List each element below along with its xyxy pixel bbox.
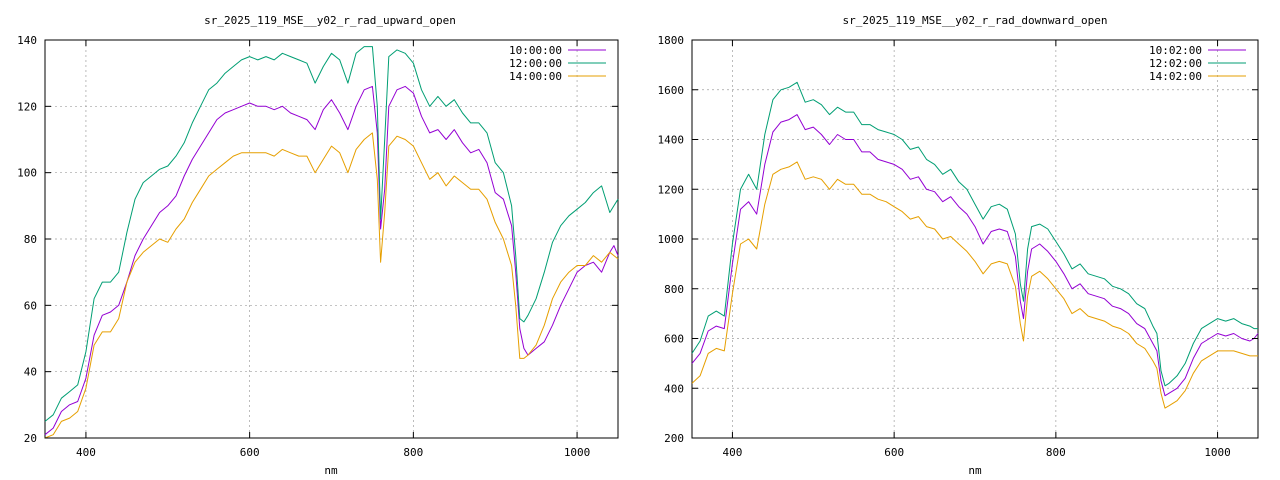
chart-upward: sr_2025_119_MSE__y02_r_rad_upward_open 2… [17,14,619,477]
y-tick-label: 1800 [658,34,685,47]
x-tick-label: 400 [722,446,742,459]
x-tick-label: 1000 [1204,446,1231,459]
y-tick-label: 1600 [658,84,685,97]
y-tick-label: 800 [664,283,684,296]
chart-title: sr_2025_119_MSE__y02_r_rad_upward_open [204,14,456,27]
y-tick-label: 120 [17,100,37,113]
series-line [44,46,619,422]
chart-title: sr_2025_119_MSE__y02_r_rad_downward_open [843,14,1108,27]
y-tick-label: 40 [24,366,37,379]
x-tick-label: 600 [884,446,904,459]
series-line [44,85,619,436]
y-tick-label: 400 [664,382,684,395]
y-tick-label: 600 [664,333,684,346]
legend-label: 10:00:00 [509,44,562,57]
series-line [44,132,619,439]
chart-downward: sr_2025_119_MSE__y02_r_rad_downward_open… [658,14,1259,477]
y-tick-label: 200 [664,432,684,445]
x-tick-label: 400 [76,446,96,459]
x-tick-label: 1000 [564,446,591,459]
legend-label: 10:02:00 [1149,44,1202,57]
y-tick-label: 100 [17,167,37,180]
legend-label: 12:02:00 [1149,57,1202,70]
y-tick-label: 140 [17,34,37,47]
y-tick-label: 80 [24,233,37,246]
legend-label: 14:02:00 [1149,70,1202,83]
series-line [691,114,1259,397]
y-tick-label: 60 [24,299,37,312]
y-tick-label: 1000 [658,233,685,246]
y-tick-label: 1400 [658,134,685,147]
y-tick-label: 20 [24,432,37,445]
y-tick-label: 1200 [658,183,685,196]
series-line [691,161,1258,409]
x-axis-label: nm [324,464,338,477]
series-line [691,81,1258,387]
legend-label: 14:00:00 [509,70,562,83]
x-tick-label: 800 [403,446,423,459]
x-tick-label: 800 [1046,446,1066,459]
x-axis-label: nm [968,464,982,477]
x-tick-label: 600 [240,446,260,459]
legend-label: 12:00:00 [509,57,562,70]
